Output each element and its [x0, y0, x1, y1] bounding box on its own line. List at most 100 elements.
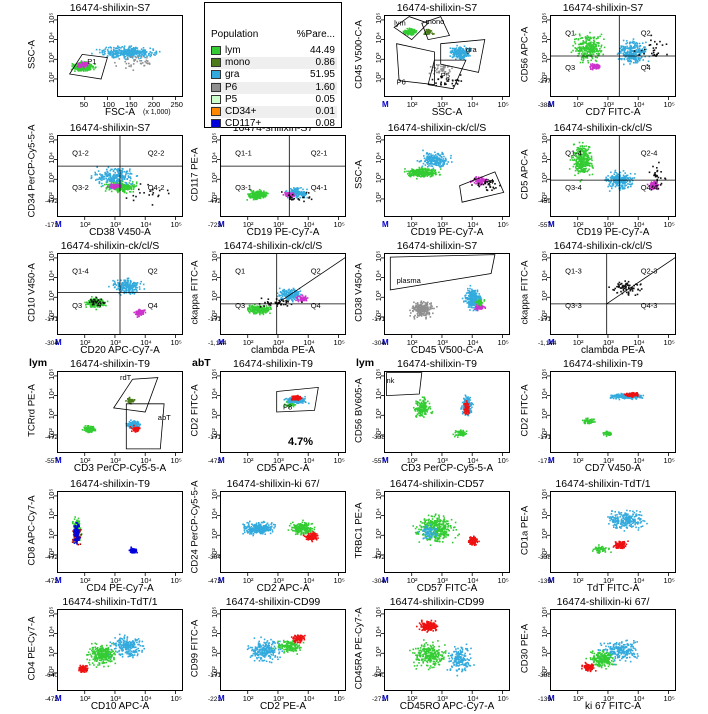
event-dot: [573, 166, 575, 168]
quadrant-label: Q4-1: [311, 183, 328, 192]
event-dot: [642, 52, 644, 54]
gate-label: gra: [466, 45, 478, 54]
event-dot: [255, 194, 257, 196]
event-dot: [90, 299, 92, 301]
event-dot: [109, 181, 111, 183]
event-dot: [454, 52, 456, 54]
m-badge: M: [382, 100, 389, 109]
event-dot: [632, 183, 634, 185]
event-dot: [89, 302, 91, 304]
event-dot: [631, 46, 633, 48]
quadrant-label: Q3: [72, 301, 82, 310]
event-dot: [84, 302, 86, 304]
event-dot: [259, 312, 261, 314]
event-dot: [135, 196, 137, 198]
event-dot: [666, 54, 668, 56]
event-dot: [574, 164, 576, 166]
event-dot: [109, 174, 111, 176]
event-dot: [112, 52, 114, 54]
event-dot: [121, 173, 123, 175]
event-dot: [103, 51, 105, 53]
event-dot: [569, 168, 571, 170]
event-dot: [94, 299, 96, 301]
event-dot: [666, 43, 668, 45]
event-dot: [582, 170, 584, 172]
event-dot: [443, 163, 445, 165]
event-dot: [305, 194, 307, 196]
event-dot: [471, 184, 473, 186]
y-tick-label: 10⁴: [47, 152, 56, 164]
event-dot: [576, 38, 578, 40]
event-dot: [126, 178, 128, 180]
event-dot: [580, 168, 582, 170]
event-dot: [428, 157, 430, 159]
event-dot: [127, 280, 129, 282]
event-dot: [590, 163, 592, 165]
event-dot: [620, 52, 622, 54]
event-dot: [442, 160, 444, 162]
event-dot: [143, 313, 145, 315]
event-dot: [105, 172, 107, 174]
event-dot: [101, 183, 103, 185]
gate-polygon[interactable]: [460, 172, 504, 202]
event-dot: [486, 189, 488, 191]
event-dot: [588, 146, 590, 148]
event-dot: [627, 51, 629, 53]
event-dot: [105, 305, 107, 307]
event-dot: [139, 286, 141, 288]
event-dot: [580, 159, 582, 161]
y-tick-label: 10³: [374, 52, 383, 63]
event-dot: [587, 161, 589, 163]
quadrant-label: Q4: [148, 301, 158, 310]
event-dot: [262, 196, 264, 198]
event-dot: [634, 177, 636, 179]
event-dot: [133, 69, 135, 71]
event-dot: [638, 54, 640, 56]
event-dot: [77, 69, 79, 71]
event-dot: [636, 58, 638, 60]
event-dot: [613, 184, 615, 186]
event-dot: [601, 34, 603, 36]
event-dot: [159, 51, 161, 53]
event-dot: [440, 165, 442, 167]
event-dot: [443, 156, 445, 158]
event-dot: [599, 48, 601, 50]
event-dot: [475, 183, 477, 185]
event-dot: [453, 54, 455, 56]
event-dot: [592, 68, 594, 70]
event-dot: [147, 60, 149, 62]
y-axis-label: CD45 V500-C-A: [354, 12, 365, 98]
event-dot: [95, 173, 97, 175]
y-tick-label: 10⁴: [540, 152, 549, 164]
event-dot: [586, 37, 588, 39]
event-dot: [72, 63, 74, 65]
event-dot: [581, 59, 583, 61]
event-dot: [111, 191, 113, 193]
event-dot: [495, 187, 497, 189]
event-dot: [432, 175, 434, 177]
event-dot: [588, 51, 590, 53]
quadrant-label: Q3: [565, 63, 575, 72]
event-dot: [110, 169, 112, 171]
event-dot: [451, 51, 453, 53]
event-dot: [110, 176, 112, 178]
event-dot: [480, 179, 482, 181]
event-dot: [101, 299, 103, 301]
event-dot: [298, 192, 300, 194]
event-dot: [452, 80, 454, 82]
quadrant-label: Q3-4: [565, 183, 582, 192]
event-dot: [580, 145, 582, 147]
event-dot: [135, 52, 137, 54]
event-dot: [257, 193, 259, 195]
event-dot: [425, 174, 427, 176]
event-dot: [132, 284, 134, 286]
event-dot: [122, 168, 124, 170]
event-dot: [134, 293, 136, 295]
event-dot: [406, 33, 408, 35]
event-dot: [101, 176, 103, 178]
event-dot: [417, 173, 419, 175]
event-dot: [587, 155, 589, 157]
event-dot: [298, 188, 300, 190]
event-dot: [583, 160, 585, 162]
